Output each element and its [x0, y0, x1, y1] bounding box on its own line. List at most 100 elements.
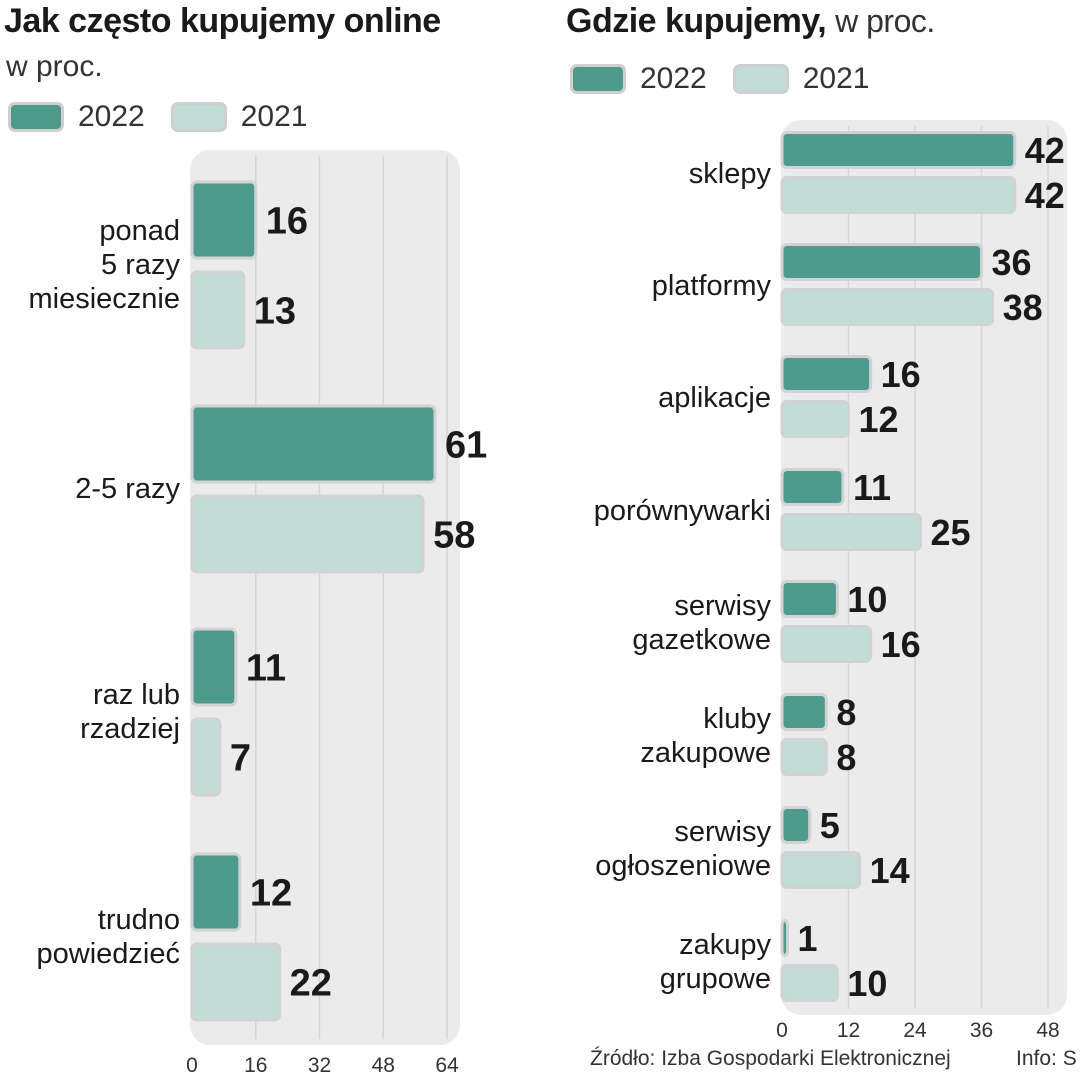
- right-category-label: porównywarki: [594, 495, 771, 527]
- right-bar-2022: [780, 806, 812, 844]
- right-bar-2021: [780, 851, 862, 889]
- left-category-label: rzadziej: [80, 713, 180, 745]
- left-category-label: ponad: [99, 215, 180, 247]
- right-x-tick-label: 0: [776, 1019, 788, 1042]
- legend-swatch-2022: [8, 102, 64, 132]
- source-text: Źródło: Izba Gospodarki Elektronicznej: [590, 1047, 951, 1070]
- right-value-label-2022: 11: [853, 467, 891, 508]
- right-bar-2022: [780, 693, 828, 731]
- right-category-label: grupowe: [660, 963, 771, 995]
- right-chart-subtitle: w proc.: [835, 3, 935, 39]
- right-bar-2022: [780, 468, 845, 506]
- left-bar-2021: [190, 717, 222, 797]
- left-category-label: raz lub: [93, 679, 180, 711]
- right-x-tick-label: 12: [837, 1019, 860, 1042]
- legend-swatch-2021-right: [732, 64, 789, 94]
- legend-swatch-2021: [170, 102, 227, 132]
- left-category-label: 2-5 razy: [75, 473, 180, 505]
- right-bar-2022: [780, 243, 983, 281]
- right-value-label-2021: 12: [859, 399, 899, 440]
- right-category-label: platformy: [652, 270, 772, 302]
- legend-item-2022: 2022: [8, 100, 145, 134]
- right-bar-2022: [780, 355, 873, 393]
- left-value-label-2022: 12: [250, 873, 292, 915]
- right-value-label-2022: 1: [798, 918, 818, 959]
- left-value-label-2021: 7: [230, 738, 251, 780]
- right-bar-2021: [780, 400, 850, 438]
- right-bar-2022: [780, 131, 1017, 169]
- right-bar-2021: [780, 176, 1017, 214]
- left-bar-2022: [190, 627, 238, 707]
- left-category-label: miesiecznie: [29, 283, 181, 315]
- right-bar-2021: [780, 964, 839, 1002]
- right-value-label-2021: 16: [881, 624, 921, 665]
- right-legend: 2022 2021: [570, 62, 896, 96]
- left-category-label: powiedzieć: [37, 938, 180, 970]
- right-value-label-2022: 10: [847, 579, 887, 620]
- left-bar-2022: [190, 404, 437, 484]
- legend-item-2021: 2021: [170, 100, 308, 134]
- legend-swatch-2022-right: [570, 64, 626, 94]
- right-bar-2021: [780, 738, 828, 776]
- legend-item-2021-right: 2021: [732, 62, 870, 96]
- right-bar-2022: [780, 580, 839, 618]
- left-chart-title: Jak często kupujemy online: [4, 2, 441, 40]
- right-value-label-2021: 8: [836, 737, 856, 778]
- left-value-label-2022: 16: [266, 201, 308, 243]
- right-value-label-2021: 38: [1003, 287, 1043, 328]
- right-value-label-2021: 10: [847, 963, 887, 1004]
- right-bar-2021: [780, 625, 873, 663]
- right-category-label: sklepy: [689, 158, 772, 190]
- legend-label-2022-right: 2022: [640, 62, 707, 95]
- right-plot-panel: [781, 120, 1067, 1015]
- left-x-tick-label: 16: [244, 1054, 267, 1077]
- left-plot-panel: [190, 150, 460, 1045]
- left-category-label: trudno: [98, 904, 180, 936]
- left-bar-2021: [190, 270, 246, 350]
- left-legend: 2022 2021: [8, 100, 334, 134]
- right-category-label: ogłoszeniowe: [595, 850, 771, 882]
- right-value-label-2021: 14: [870, 850, 910, 891]
- right-value-label-2021: 25: [931, 512, 971, 553]
- right-value-label-2022: 16: [881, 354, 921, 395]
- left-value-label-2021: 13: [254, 291, 296, 333]
- legend-label-2021-right: 2021: [802, 62, 870, 95]
- left-chart-subtitle: w proc.: [6, 50, 103, 83]
- right-category-label: serwisy: [674, 590, 771, 622]
- right-value-label-2022: 42: [1025, 130, 1065, 171]
- left-category-label: 5 razy: [101, 249, 180, 281]
- right-category-label: aplikacje: [658, 382, 771, 414]
- left-x-tick-label: 48: [372, 1054, 395, 1077]
- right-bar-2021: [780, 288, 995, 326]
- right-chart-title: Gdzie kupujemy, w proc.: [566, 2, 935, 41]
- left-bar-2021: [190, 494, 425, 574]
- left-x-tick-label: 64: [435, 1054, 459, 1077]
- legend-label-2021: 2021: [240, 100, 308, 133]
- right-category-label: zakupowe: [640, 737, 771, 769]
- left-value-label-2022: 11: [246, 648, 286, 690]
- right-category-label: serwisy: [674, 816, 771, 848]
- left-bar-2021: [190, 942, 282, 1022]
- left-value-label-2021: 58: [433, 515, 475, 557]
- right-category-label: gazetkowe: [632, 624, 771, 656]
- right-category-label: kluby: [703, 703, 771, 735]
- left-x-tick-label: 0: [186, 1054, 198, 1077]
- info-text: Info: S: [1016, 1047, 1077, 1070]
- right-category-label: zakupy: [679, 929, 771, 961]
- right-x-tick-label: 36: [970, 1019, 993, 1042]
- left-bar-2022: [190, 180, 258, 260]
- right-x-tick-label: 48: [1036, 1019, 1059, 1042]
- left-value-label-2021: 22: [290, 963, 332, 1005]
- legend-label-2022: 2022: [78, 100, 145, 133]
- right-value-label-2022: 8: [836, 692, 856, 733]
- right-bar-2022: [780, 919, 790, 957]
- legend-item-2022-right: 2022: [570, 62, 707, 96]
- right-chart-title-text: Gdzie kupujemy,: [566, 2, 827, 40]
- right-value-label-2022: 36: [992, 242, 1032, 283]
- right-x-tick-label: 24: [903, 1019, 927, 1042]
- right-value-label-2021: 42: [1025, 175, 1065, 216]
- right-bar-2021: [780, 513, 923, 551]
- right-value-label-2022: 5: [820, 805, 840, 846]
- left-x-tick-label: 32: [308, 1054, 331, 1077]
